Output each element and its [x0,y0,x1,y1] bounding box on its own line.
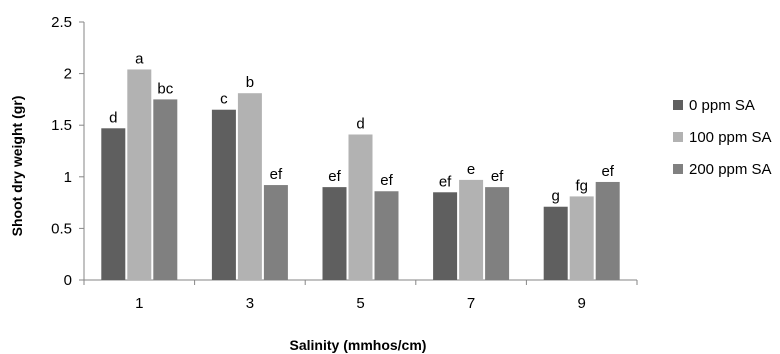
y-tick-label: 1.5 [51,117,72,134]
bar-letter-label: d [356,115,364,132]
y-tick-label: 1 [64,169,72,186]
bar [348,134,373,280]
bar [211,109,236,280]
bar [101,128,126,280]
bar-letter-label: e [467,161,475,178]
x-tick-label: 1 [135,295,143,312]
bar-letter-label: ef [491,168,504,185]
bar [322,187,347,280]
legend-label: 0 ppm SA [689,97,755,114]
bars [101,69,620,281]
bar-letter-label: d [109,109,117,126]
y-tick-label: 2.5 [51,14,72,31]
legend-swatch [673,132,683,142]
bar [543,206,568,280]
legend-label: 100 ppm SA [689,129,772,146]
legend-swatch [673,100,683,110]
bar-letter-label: ef [380,172,393,189]
x-axis-title: Salinity (mmhos/cm) [290,337,427,353]
bar-letter-label: a [135,50,144,67]
bar-letter-label: bc [157,80,173,97]
x-tick-label: 9 [578,295,586,312]
legend: 0 ppm SA 100 ppm SA 200 ppm SA [673,97,772,178]
legend-swatch [673,164,683,174]
y-axis-title: Shoot dry weight (gr) [9,96,25,237]
x-axis: 1 3 5 7 9 [83,279,638,312]
bar-letter-label: fg [575,177,588,194]
y-tick-label: 0 [64,272,72,289]
bar [595,181,620,280]
bar [459,179,484,280]
bar [127,69,152,280]
y-tick-label: 2 [64,66,72,83]
bar-letter-label: ef [328,168,341,185]
legend-label: 200 ppm SA [689,161,772,178]
bar-letter-label: g [552,188,560,205]
bar-letter-label: ef [601,163,614,180]
bar [433,192,458,280]
x-tick-label: 7 [467,295,475,312]
y-axis: 0 0.5 1 1.5 2 2.5 [51,14,85,289]
bar-letter-label: ef [439,173,452,190]
bar [153,99,178,281]
bar [485,187,510,280]
bar-letter-label: c [220,91,228,108]
bar [569,196,594,280]
bar-letter-label: b [246,74,254,91]
y-tick-label: 0.5 [51,220,72,237]
bar-letter-label: ef [270,166,283,183]
x-tick-label: 3 [246,295,254,312]
bar [374,191,399,280]
x-tick-label: 5 [356,295,364,312]
bar [237,93,262,280]
bar [263,185,288,280]
